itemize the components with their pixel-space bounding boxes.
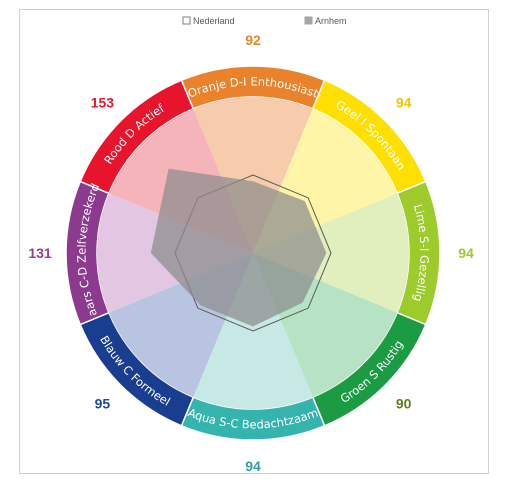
value-label-aqua-s-c-bedachtzaam: 94	[245, 458, 261, 474]
legend-marker-arnhem	[304, 16, 313, 25]
value-label-rood-d-actief: 153	[91, 94, 115, 110]
legend-label-arnhem: Arnhem	[315, 16, 347, 26]
legend-marker-nederland	[182, 16, 191, 25]
value-label-groen-s-rustig: 90	[396, 396, 412, 412]
value-label-blauw-c-formeel: 95	[95, 396, 111, 412]
series-arnhem	[150, 168, 327, 327]
series-layer	[150, 168, 332, 332]
category-label-text-6: Paars C-D Zelfverzekerd	[0, 0, 102, 318]
value-label-oranje-d-i-enthousiast: 92	[245, 32, 261, 48]
value-label-geel-i-spontaan: 94	[396, 94, 412, 110]
legend-label-nederland: Nederland	[193, 16, 235, 26]
value-labels: 92 94 94 90 94 95 131 153	[28, 32, 474, 474]
chart-frame	[19, 9, 489, 474]
legend: Nederland Arnhem	[182, 16, 347, 26]
value-label-lime-s-i-gezellig: 94	[458, 245, 474, 261]
category-label-paars-c-d-zelfverzekerd: Paars C-D Zelfverzekerd	[0, 0, 102, 318]
value-label-paars-c-d-zelfverzekerd: 131	[28, 245, 52, 261]
color-wheel-rim	[65, 65, 441, 441]
